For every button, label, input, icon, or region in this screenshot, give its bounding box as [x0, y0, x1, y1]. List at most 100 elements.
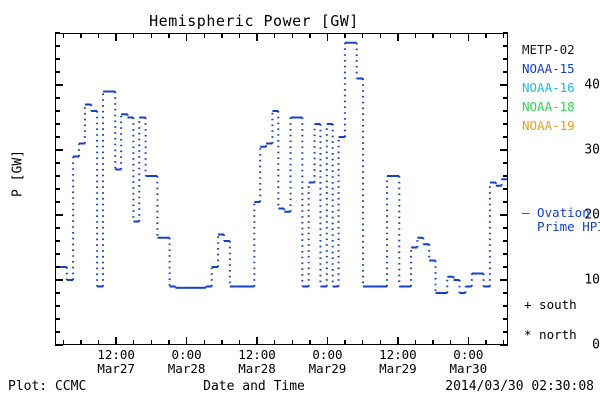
y-tick-major: [500, 84, 508, 86]
x-tick-minor: [80, 340, 82, 345]
y-tick-minor: [503, 240, 508, 242]
x-tick-minor: [133, 340, 135, 345]
y-tick-minor: [503, 253, 508, 255]
x-tick-minor: [150, 33, 153, 38]
x-tick-minor: [379, 340, 381, 345]
y-tick-minor: [503, 266, 508, 268]
legend-ovation-prime: — Ovation Prime HPI: [522, 205, 600, 234]
x-tick-minor: [221, 33, 223, 38]
y-tick-minor: [55, 71, 60, 73]
timestamp: 2014/03/30 02:30:08: [445, 379, 594, 394]
y-tick-minor: [55, 318, 60, 320]
x-tick-minor: [168, 33, 170, 38]
y-tick-minor: [55, 45, 60, 47]
x-tick-label: 0:00 Mar29: [308, 347, 347, 376]
x-tick-major: [185, 337, 188, 345]
y-axis-title: P [GW]: [10, 150, 26, 197]
x-tick-minor: [62, 33, 64, 38]
x-tick-major: [397, 337, 399, 345]
x-tick-minor: [97, 340, 100, 345]
y-tick-label: 10: [584, 272, 600, 288]
x-tick-minor: [502, 33, 505, 38]
x-tick-minor: [291, 340, 293, 345]
y-tick-minor: [55, 240, 60, 242]
plot-frame: [55, 33, 508, 345]
x-tick-major: [256, 337, 258, 345]
plot-credit: Plot: CCMC: [8, 379, 87, 394]
x-tick-minor: [379, 33, 381, 38]
y-tick-minor: [55, 305, 60, 307]
y-tick-minor: [55, 136, 60, 138]
x-tick-major: [115, 337, 117, 345]
y-tick-label: 30: [584, 142, 600, 158]
legend-item-noaa-16[interactable]: NOAA-16: [522, 80, 575, 95]
y-tick-minor: [55, 253, 60, 255]
x-tick-minor: [450, 33, 452, 38]
x-tick-minor: [344, 340, 346, 345]
x-tick-minor: [238, 340, 241, 345]
x-tick-label: 12:00 Mar29: [379, 347, 417, 376]
y-tick-minor: [55, 201, 60, 203]
page-title: Hemispheric Power [GW]: [149, 12, 359, 30]
x-tick-minor: [362, 33, 364, 38]
legend: METP-02 NOAA-15 NOAA-16 NOAA-18 NOAA-19: [522, 40, 600, 135]
y-tick-minor: [55, 58, 60, 60]
x-tick-label: 0:00 Mar28: [167, 347, 206, 376]
legend-item-noaa-19[interactable]: NOAA-19: [522, 118, 575, 133]
y-tick-minor: [503, 123, 508, 125]
x-tick-major: [397, 33, 399, 41]
x-tick-minor: [502, 340, 505, 345]
x-tick-minor: [150, 340, 153, 345]
y-tick-minor: [55, 331, 60, 333]
y-tick-major: [55, 149, 63, 151]
y-tick-minor: [503, 32, 508, 34]
y-tick-minor: [55, 162, 60, 164]
x-tick-minor: [344, 33, 346, 38]
y-tick-minor: [503, 331, 508, 333]
x-tick-minor: [485, 33, 487, 38]
y-tick-minor: [503, 318, 508, 320]
x-tick-minor: [97, 33, 100, 38]
y-tick-minor: [55, 188, 60, 190]
x-axis-title: Date and Time: [203, 379, 305, 394]
y-tick-minor: [55, 292, 60, 294]
x-tick-minor: [432, 340, 434, 345]
y-tick-minor: [55, 110, 60, 112]
y-tick-label: 40: [584, 77, 600, 93]
x-tick-label: 0:00 Mar30: [449, 347, 488, 376]
x-tick-minor: [273, 33, 276, 38]
y-tick-minor: [503, 201, 508, 203]
y-tick-minor: [55, 32, 60, 34]
legend-item-metp-02[interactable]: METP-02: [522, 42, 575, 57]
x-tick-minor: [450, 340, 452, 345]
y-tick-minor: [503, 71, 508, 73]
x-tick-minor: [432, 33, 434, 38]
y-tick-minor: [503, 162, 508, 164]
x-tick-minor: [309, 33, 311, 38]
y-tick-minor: [55, 175, 60, 177]
x-tick-minor: [291, 33, 293, 38]
y-tick-label: 0: [592, 337, 600, 353]
legend-marker-north: * north: [524, 327, 577, 342]
x-tick-label: 12:00 Mar28: [238, 347, 276, 376]
y-tick-minor: [55, 97, 60, 99]
y-tick-minor: [503, 305, 508, 307]
y-tick-minor: [55, 266, 60, 268]
y-tick-minor: [55, 123, 60, 125]
y-tick-minor: [503, 227, 508, 229]
y-tick-minor: [503, 45, 508, 47]
legend-item-noaa-15[interactable]: NOAA-15: [522, 61, 575, 76]
x-tick-major: [185, 33, 188, 41]
legend-item-noaa-18[interactable]: NOAA-18: [522, 99, 575, 114]
x-tick-minor: [485, 340, 487, 345]
x-tick-major: [256, 33, 258, 41]
y-tick-minor: [503, 97, 508, 99]
x-tick-major: [467, 337, 470, 345]
y-tick-major: [500, 149, 508, 151]
x-tick-major: [326, 33, 329, 41]
y-tick-major: [500, 279, 508, 281]
x-tick-minor: [221, 340, 223, 345]
x-tick-minor: [133, 33, 135, 38]
x-tick-minor: [309, 340, 311, 345]
x-tick-minor: [80, 33, 82, 38]
